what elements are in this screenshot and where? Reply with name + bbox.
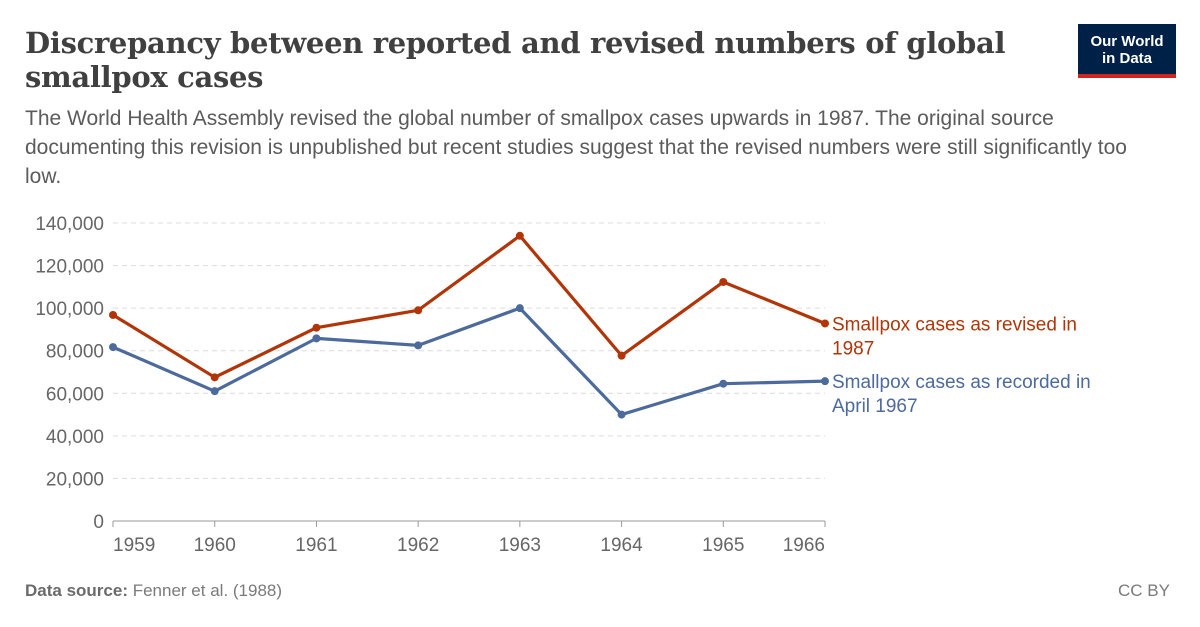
series-labels: Smallpox cases as revised in 1987Smallpox… [832,314,1091,417]
data-point [414,341,423,350]
y-tick-label: 100,000 [35,299,104,320]
data-point [821,319,829,328]
data-point [719,379,728,388]
x-tick-label: 1961 [295,535,337,556]
logo-line-2: in Data [1101,50,1152,67]
x-tick-label: 1959 [113,535,155,556]
y-tick-label: 0 [93,512,104,533]
data-point [515,304,524,313]
x-tick-label: 1962 [397,535,439,556]
series-label-line-1: Smallpox cases as recorded in [832,372,1091,393]
y-tick-label: 120,000 [35,257,104,278]
x-tick-label: 1963 [499,535,541,556]
data-point [617,351,626,360]
data-point [821,377,829,386]
data-point [515,231,524,240]
data-point [312,323,321,332]
data-point [210,373,219,382]
data-point [210,387,219,396]
y-tick-label: 60,000 [46,384,104,405]
owid-logo[interactable]: Our World in Data [1078,24,1176,78]
chart-title: Discrepancy between reported and revised… [25,26,1006,94]
data-point [414,306,423,315]
x-tick-label: 1966 [783,535,825,556]
data-point [109,310,117,319]
logo-line-1: Our World [1090,33,1164,50]
y-tick-label: 40,000 [46,427,104,448]
y-tick-label: 140,000 [35,214,104,235]
series-label-line-2: 1987 [832,338,874,359]
data-source-label: Data source: [25,581,128,600]
series-label: Smallpox cases as recorded in April 1967 [832,372,1091,417]
x-tick-label: 1964 [600,535,643,556]
y-axis-ticks: 0 20,000 40,000 60,000 80,000 100,000 120,000 1… [35,214,104,533]
data-point [617,410,626,419]
x-tick-label: 1965 [702,535,744,556]
y-tick-label: 80,000 [46,342,104,363]
x-tick-label: 1960 [194,535,236,556]
series-label-line-1: Smallpox cases as revised in [832,314,1077,335]
chart-subtitle: The World Health Assembly revised the gl… [25,107,1127,188]
data-point [719,277,728,286]
series-line [112,306,826,417]
gridlines [113,222,825,479]
x-axis: 1959 1960 1961 1962 1963 1964 1965 1966 [112,520,826,556]
series-label-line-2: April 1967 [832,396,918,417]
license[interactable]: CC BY [1118,581,1170,600]
data-source-text[interactable]: Fenner et al. (1988) [132,581,283,600]
series-lines [109,231,829,419]
data-point [312,334,321,343]
series-line [112,234,826,379]
series-label: Smallpox cases as revised in 1987 [832,314,1077,359]
data-point [109,343,117,352]
y-tick-label: 20,000 [46,469,104,490]
data-source: Data source: Fenner et al. (1988) [25,581,282,601]
